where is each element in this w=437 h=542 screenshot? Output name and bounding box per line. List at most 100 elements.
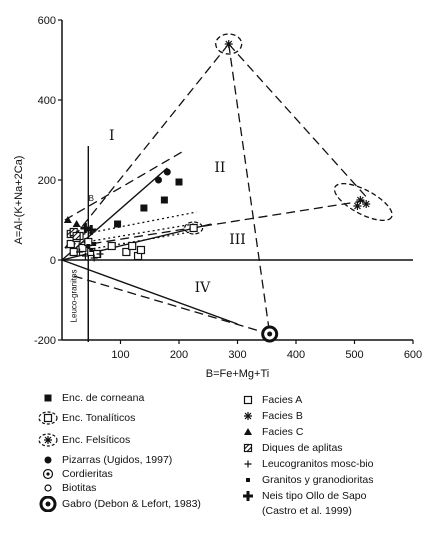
open-square-marker — [66, 239, 75, 249]
legend-item: Facies A — [238, 392, 302, 408]
legend-item: Biotitas — [38, 480, 96, 496]
legend-symbol — [38, 480, 58, 496]
open-square-marker — [136, 245, 146, 255]
open-square-marker — [189, 223, 198, 233]
legend-marker — [246, 478, 250, 482]
legend-label: Diques de aplitas — [262, 442, 343, 454]
filled-circle-marker — [155, 176, 163, 184]
hatched-square-frame — [243, 443, 253, 453]
y-axis-label: A=Al-(K+Na+2Ca) — [13, 156, 25, 245]
legend-dashed-ellipse — [38, 411, 58, 425]
legend-label: Granitos y granodioritas — [262, 474, 374, 486]
hatched-square-frame — [72, 231, 81, 241]
legend-symbol — [238, 488, 258, 504]
felsic-cluster-outline — [215, 33, 243, 55]
legend-symbol — [238, 472, 258, 488]
open-square-marker — [128, 241, 137, 251]
small-square-marker — [86, 244, 91, 248]
x-tick-label: 100 — [111, 349, 129, 361]
circle-dot-center — [46, 472, 50, 476]
legend-symbol-graphic — [44, 484, 52, 492]
legend-symbol-graphic — [38, 411, 58, 425]
asterisk-marker — [356, 196, 365, 204]
hatched-square-hatch — [244, 444, 252, 452]
legend-item: Enc. Tonalíticos — [38, 410, 135, 426]
tonalitic-cluster-outline — [333, 182, 393, 222]
legend-label: Biotitas — [62, 482, 97, 494]
legend-marker — [244, 412, 252, 420]
legend-symbol — [238, 424, 258, 440]
gabro-center — [45, 501, 51, 507]
legend-label: Pizarras (Ugidos, 1997) — [62, 454, 173, 466]
legend-item: Facies B — [238, 408, 303, 424]
legend-label: Enc. Felsíticos — [62, 434, 131, 446]
boundary-line — [73, 275, 270, 335]
legend-marker — [44, 456, 52, 464]
legend-symbol-graphic — [39, 496, 57, 512]
plus-marker — [90, 254, 98, 262]
legend-symbol-graphic — [246, 478, 250, 482]
asterisk-marker — [362, 200, 371, 208]
x-tick-label: 300 — [228, 349, 246, 361]
triangle-marker — [63, 216, 72, 223]
region-label: III — [229, 232, 246, 248]
legend-symbol-graphic — [42, 468, 54, 480]
legend-label: Gabro (Debon & Lefort, 1983) — [62, 498, 201, 510]
legend-symbol — [38, 390, 58, 406]
legend-marker — [44, 484, 52, 492]
filled-square-marker — [175, 178, 183, 186]
plus-marker — [96, 250, 104, 258]
legend-symbol — [238, 408, 258, 424]
legend-citation: (Castro et al. 1999) — [262, 505, 352, 517]
boundary-line — [61, 259, 238, 325]
legend-marker — [39, 496, 57, 512]
bold-cross-marker — [86, 225, 97, 235]
legend-symbol-graphic — [243, 491, 253, 501]
region-label: IV — [195, 280, 212, 296]
hatched-square-hatch — [72, 232, 81, 240]
legend-label: Enc. Tonalíticos — [62, 412, 136, 424]
legend-symbol — [38, 452, 58, 468]
filled-square-marker — [160, 196, 168, 204]
legend-marker — [244, 428, 252, 435]
bold-cross-marker — [80, 223, 91, 233]
small-square-marker — [92, 242, 97, 246]
legend-marker — [243, 443, 253, 453]
plus-marker — [76, 248, 84, 256]
y-tick-label: 600 — [38, 15, 56, 27]
legend-symbol — [38, 432, 58, 448]
legend-symbol-graphic — [243, 395, 253, 405]
tonalitic-point-outline — [184, 221, 204, 235]
legend-label: Facies B — [262, 410, 303, 422]
legend-dashed-ellipse — [38, 433, 58, 447]
legend-symbol — [38, 466, 58, 482]
legend-item: Granitos y granodioritas — [238, 472, 373, 488]
legend-label: Facies C — [262, 426, 304, 438]
legend-symbol — [38, 496, 58, 512]
legend-marker — [44, 394, 52, 402]
x-tick-label: 600 — [404, 349, 422, 361]
legend-label: Facies A — [262, 394, 303, 406]
legend-item: Cordieritas — [38, 466, 113, 482]
legend-item: Diques de aplitas — [238, 440, 343, 456]
boundary-line — [73, 211, 197, 237]
legend-label: Leucogranitos mosc-bio — [262, 458, 374, 470]
asterisk-marker — [353, 202, 362, 210]
legend-symbol — [238, 392, 258, 408]
boundary-line — [228, 43, 370, 201]
filled-square-marker — [140, 204, 148, 212]
x-axis-label: B=Fe+Mg+Ti — [206, 368, 269, 380]
legend-symbol-graphic — [44, 394, 52, 402]
legend-symbol-graphic — [244, 460, 252, 468]
legend-symbol-graphic — [44, 456, 52, 464]
boundary-line — [64, 43, 230, 249]
legend-item: Enc. de corneana — [38, 390, 144, 406]
plus-marker — [81, 252, 89, 260]
legend-inner-marker — [44, 436, 52, 444]
boundary-line — [73, 223, 194, 245]
open-square-marker — [122, 247, 131, 257]
open-square-marker — [107, 241, 116, 251]
boundary-line — [228, 43, 271, 335]
legend-label: Neis tipo Ollo de Sapo — [262, 490, 367, 502]
